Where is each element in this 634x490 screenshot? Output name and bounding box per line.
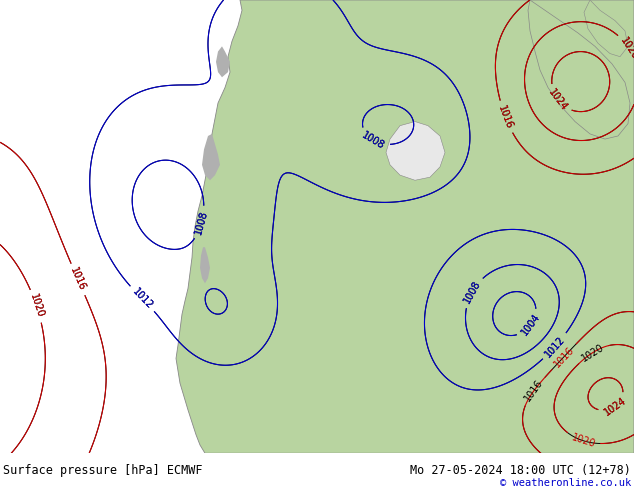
Text: 1020: 1020 bbox=[579, 342, 605, 364]
Text: 1020: 1020 bbox=[28, 293, 45, 319]
Text: 1008: 1008 bbox=[193, 210, 210, 236]
Text: 1016: 1016 bbox=[496, 104, 515, 130]
Text: 1008: 1008 bbox=[193, 210, 210, 236]
Polygon shape bbox=[528, 0, 630, 139]
Text: 1016: 1016 bbox=[68, 266, 87, 293]
Text: 1016: 1016 bbox=[552, 344, 576, 369]
Text: 1004: 1004 bbox=[519, 312, 542, 338]
Text: 1004: 1004 bbox=[519, 312, 542, 338]
Polygon shape bbox=[176, 0, 634, 453]
Text: 1008: 1008 bbox=[462, 279, 482, 305]
Text: 1020: 1020 bbox=[28, 293, 45, 319]
Text: Surface pressure [hPa] ECMWF: Surface pressure [hPa] ECMWF bbox=[3, 465, 203, 477]
Text: 1020: 1020 bbox=[618, 36, 634, 62]
Text: 1008: 1008 bbox=[462, 279, 482, 305]
Text: 1012: 1012 bbox=[543, 334, 567, 359]
Text: 1008: 1008 bbox=[360, 130, 387, 151]
Polygon shape bbox=[202, 134, 220, 180]
Text: 1024: 1024 bbox=[602, 395, 628, 418]
Text: 1020: 1020 bbox=[570, 432, 597, 449]
Text: 1016: 1016 bbox=[496, 104, 515, 130]
Polygon shape bbox=[200, 247, 210, 283]
Text: 1024: 1024 bbox=[547, 87, 569, 113]
Text: © weatheronline.co.uk: © weatheronline.co.uk bbox=[500, 478, 631, 488]
Polygon shape bbox=[386, 122, 445, 180]
Text: 1012: 1012 bbox=[130, 287, 155, 311]
Text: 1016: 1016 bbox=[522, 378, 545, 404]
Text: 1024: 1024 bbox=[602, 395, 628, 418]
Text: Mo 27-05-2024 18:00 UTC (12+78): Mo 27-05-2024 18:00 UTC (12+78) bbox=[410, 465, 631, 477]
Text: 1012: 1012 bbox=[130, 287, 155, 311]
Text: 1012: 1012 bbox=[543, 334, 567, 359]
Text: 1008: 1008 bbox=[360, 130, 387, 151]
Polygon shape bbox=[216, 47, 230, 77]
Text: 1020: 1020 bbox=[618, 36, 634, 62]
Text: 1016: 1016 bbox=[68, 266, 87, 293]
Polygon shape bbox=[584, 0, 628, 57]
Text: 1024: 1024 bbox=[547, 87, 569, 113]
